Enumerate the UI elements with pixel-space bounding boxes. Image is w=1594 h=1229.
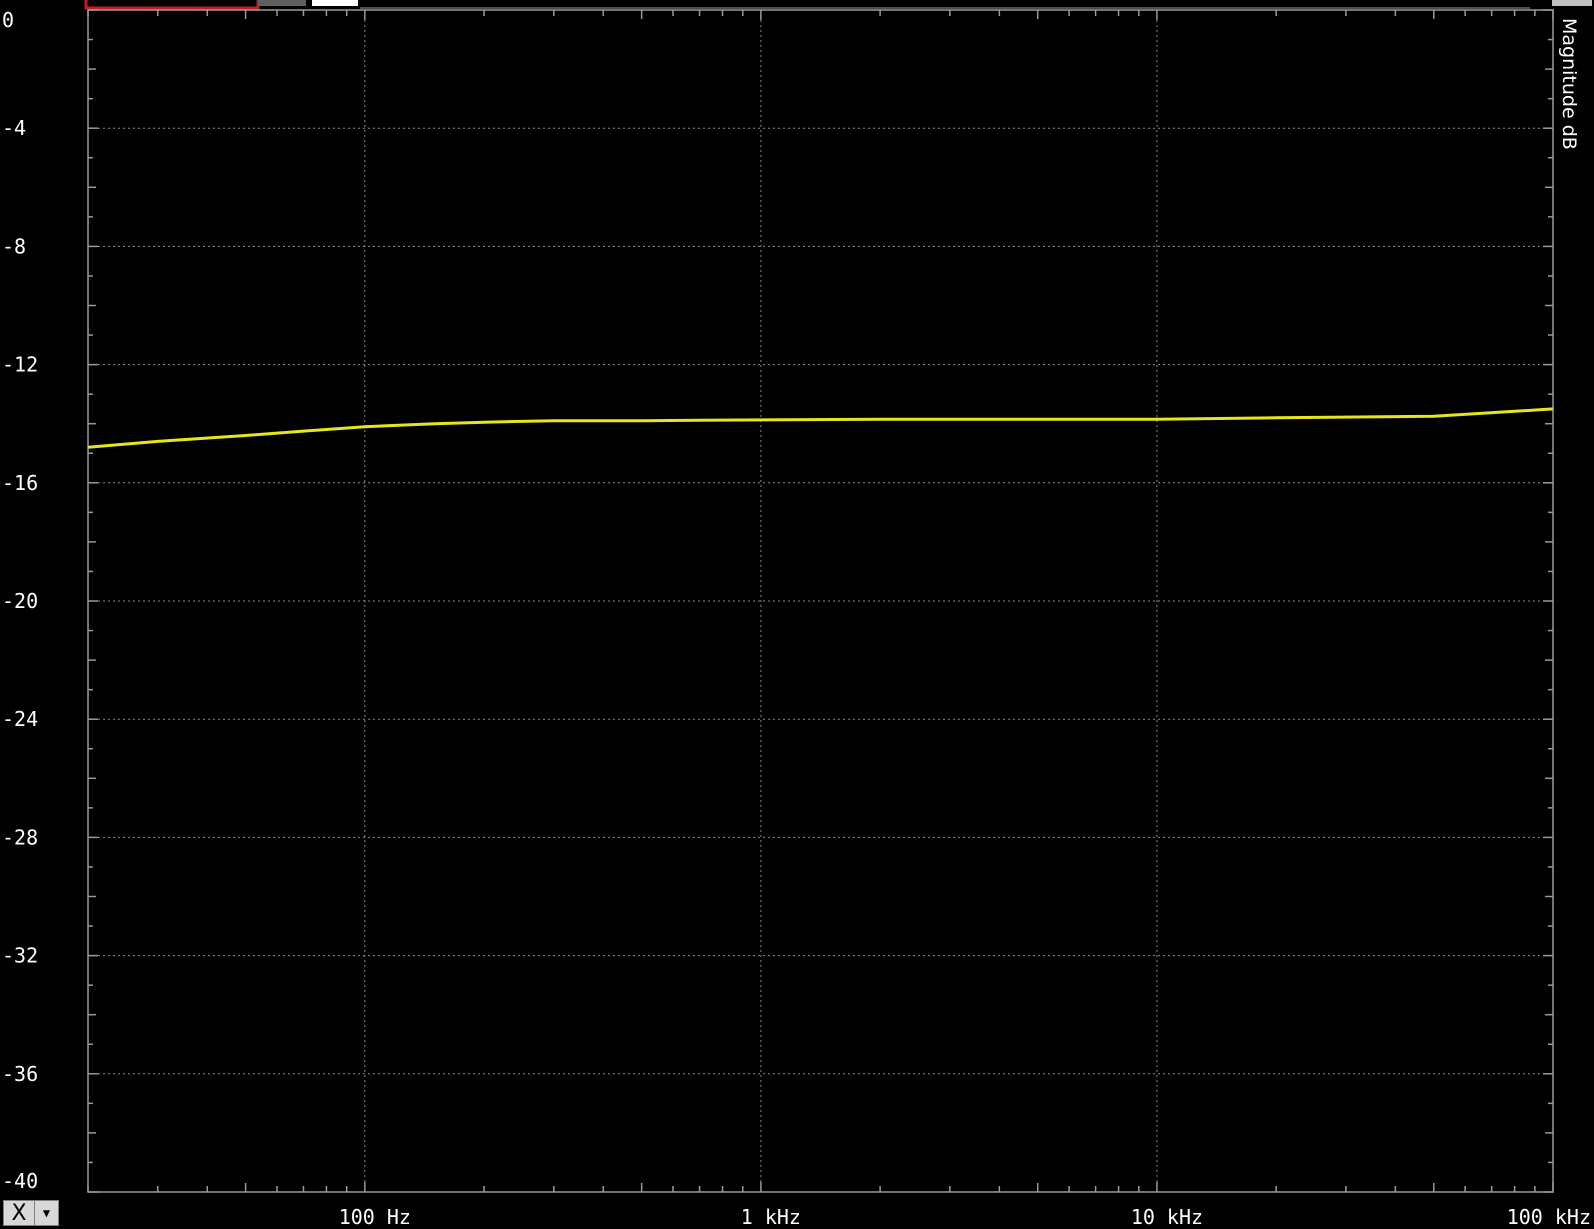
chevron-down-icon: ▼	[42, 1206, 51, 1220]
y-tick-label: -8	[2, 234, 26, 258]
scroll-corner[interactable]	[1552, 0, 1592, 6]
x-tick-labels: 100 Hz 1 kHz 10 kHz 100 kHz	[339, 1205, 1591, 1229]
x-tick-label: 1 kHz	[741, 1205, 801, 1229]
series-line	[87, 407, 1554, 449]
x-tick-label: 100 kHz	[1507, 1205, 1591, 1229]
y-tick-label: -16	[2, 471, 38, 495]
x-axis-menu-button[interactable]: X ▼	[3, 1200, 59, 1226]
toolbar-gray-swatch[interactable]	[258, 0, 306, 6]
y-tick-label: -40	[2, 1169, 38, 1193]
x-tick-label: 10 kHz	[1131, 1205, 1203, 1229]
y-tick-label: -4	[2, 116, 26, 140]
minor-ticks	[87, 9, 1554, 1193]
y-tick-label: 0	[2, 8, 14, 32]
y-tick-label: -32	[2, 944, 38, 968]
x-tick-label: 100 Hz	[339, 1205, 411, 1229]
toolbar-white-swatch[interactable]	[312, 0, 358, 6]
y-axis-label: Magnitude dB	[1558, 18, 1580, 150]
y-tick-label: -28	[2, 825, 38, 849]
x-menu-label: X	[4, 1201, 35, 1226]
y-tick-label: -24	[2, 707, 38, 731]
y-tick-label: -36	[2, 1062, 38, 1086]
y-tick-label: -12	[2, 353, 38, 377]
y-tick-labels: 0 -4 -8 -12 -16 -20 -24 -28 -32 -36 -40	[2, 8, 38, 1193]
y-tick-label: -20	[2, 589, 38, 613]
